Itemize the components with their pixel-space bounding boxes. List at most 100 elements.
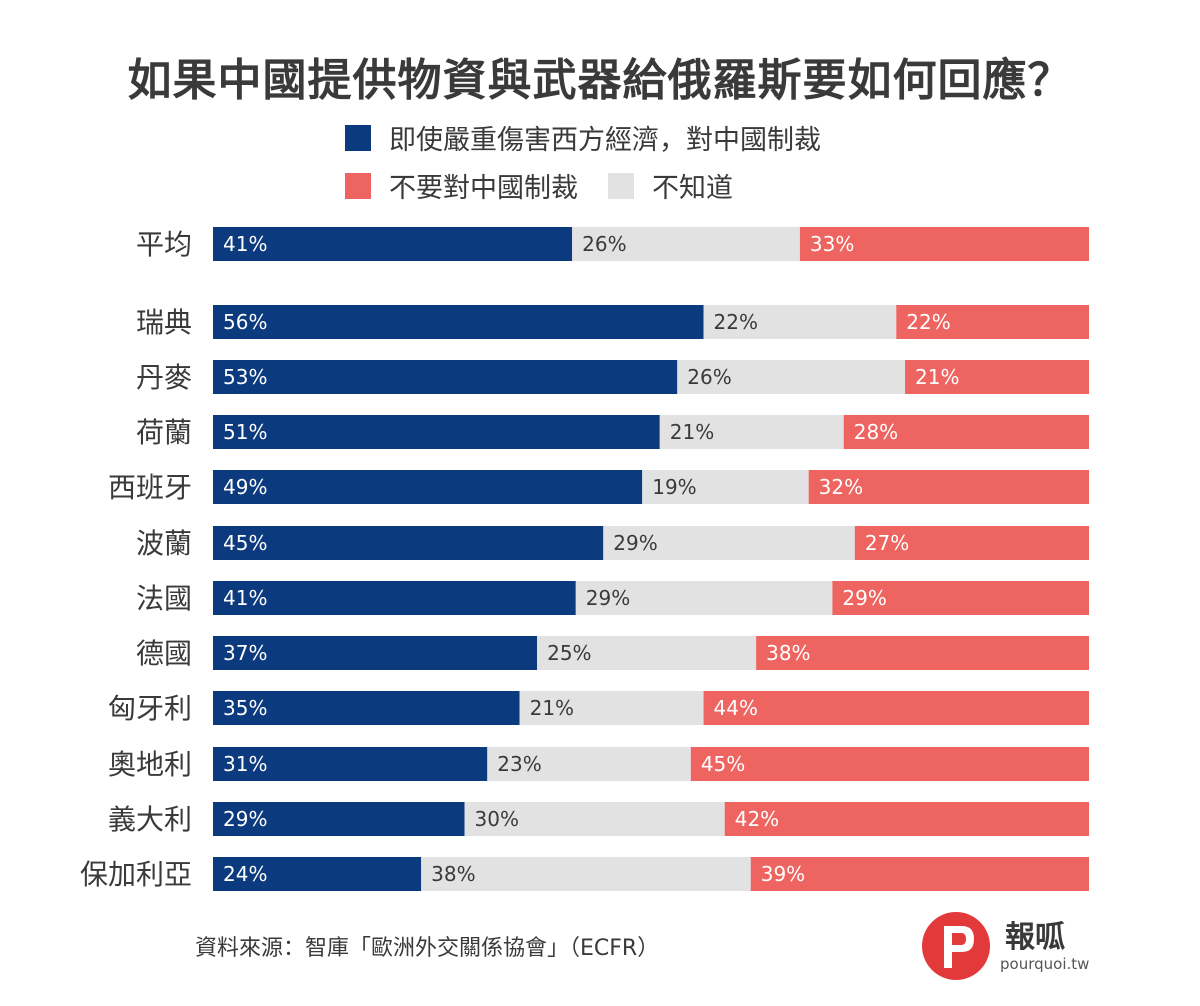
data-label-dont-know: 30%: [475, 807, 519, 831]
data-label-sanction: 53%: [223, 365, 267, 389]
data-label-no-sanction: 42%: [735, 807, 779, 831]
data-label-dont-know: 22%: [714, 310, 758, 334]
bar-dont-know: [642, 470, 809, 504]
bar-dont-know: [677, 360, 906, 394]
legend-row-2: 不要對中國制裁 不知道: [345, 166, 763, 205]
legend-label-dont-know: 不知道: [652, 173, 733, 204]
bar-no-sanction: [896, 305, 1089, 339]
pourquoi-logo-icon: [922, 912, 990, 980]
data-label-sanction: 49%: [223, 475, 267, 499]
data-label-no-sanction: 22%: [906, 310, 950, 334]
bar-no-sanction: [799, 227, 1089, 261]
row-label: 瑞典: [136, 306, 192, 339]
chart-title: 如果中國提供物資與武器給俄羅斯要如何回應？: [127, 55, 1073, 106]
data-label-dont-know: 19%: [652, 475, 696, 499]
data-label-dont-know: 25%: [547, 641, 591, 665]
data-label-no-sanction: 39%: [761, 862, 805, 886]
data-label-no-sanction: 29%: [842, 586, 886, 610]
data-label-dont-know: 23%: [497, 752, 541, 776]
row-label: 匈牙利: [108, 692, 192, 725]
bar-sanction: [213, 747, 488, 781]
data-label-dont-know: 29%: [613, 531, 657, 555]
data-label-no-sanction: 28%: [854, 420, 898, 444]
legend-label-sanction: 即使嚴重傷害西方經濟，對中國制裁: [389, 125, 821, 156]
bar-no-sanction: [832, 581, 1089, 615]
logo-name: 報呱: [1005, 920, 1065, 955]
data-label-dont-know: 38%: [431, 862, 475, 886]
bar-dont-know: [537, 636, 757, 670]
data-label-sanction: 45%: [223, 531, 267, 555]
bar-no-sanction: [756, 636, 1089, 670]
bar-sanction: [213, 305, 704, 339]
data-label-dont-know: 21%: [530, 696, 574, 720]
bar-sanction: [213, 802, 465, 836]
row-label: 西班牙: [108, 471, 192, 504]
bar-no-sanction: [703, 691, 1089, 725]
bar-no-sanction: [808, 470, 1089, 504]
row-label: 德國: [136, 637, 192, 670]
bar-dont-know: [421, 857, 751, 891]
data-label-no-sanction: 45%: [701, 752, 745, 776]
bar-sanction: [213, 636, 538, 670]
data-label-no-sanction: 38%: [766, 641, 810, 665]
bar-sanction: [213, 691, 520, 725]
bar-sanction: [213, 415, 660, 449]
bar-sanction: [213, 581, 576, 615]
bar-no-sanction: [690, 747, 1089, 781]
data-label-no-sanction: 33%: [810, 232, 854, 256]
row-label: 波蘭: [136, 527, 192, 560]
logo-url: pourquoi.tw: [1000, 955, 1090, 973]
bar-no-sanction: [854, 526, 1089, 560]
row-label: 平均: [136, 228, 192, 261]
bar-dont-know: [519, 691, 704, 725]
data-label-no-sanction: 27%: [865, 531, 909, 555]
row-label: 法國: [136, 582, 192, 615]
legend-item-no-sanction: 不要對中國制裁: [345, 166, 578, 205]
bar-dont-know: [464, 802, 725, 836]
legend-row-1: 即使嚴重傷害西方經濟，對中國制裁: [345, 118, 851, 157]
data-label-sanction: 24%: [223, 862, 267, 886]
bar-dont-know: [575, 581, 833, 615]
bar-dont-know: [487, 747, 691, 781]
row-label: 義大利: [108, 803, 192, 836]
data-label-dont-know: 26%: [582, 232, 626, 256]
legend-item-dont-know: 不知道: [608, 166, 733, 205]
data-label-no-sanction: 44%: [714, 696, 758, 720]
data-label-dont-know: 21%: [670, 420, 714, 444]
source-note: 資料來源：智庫「歐洲外交關係協會」（ECFR）: [195, 936, 660, 961]
bar-sanction: [213, 227, 573, 261]
bar-sanction: [213, 857, 422, 891]
bar-no-sanction: [724, 802, 1089, 836]
data-label-sanction: 51%: [223, 420, 267, 444]
row-label: 奧地利: [108, 748, 192, 781]
data-label-dont-know: 29%: [586, 586, 630, 610]
data-label-sanction: 29%: [223, 807, 267, 831]
data-label-dont-know: 26%: [687, 365, 731, 389]
bar-sanction: [213, 526, 604, 560]
data-label-sanction: 41%: [223, 586, 267, 610]
legend-swatch-sanction: [345, 124, 371, 151]
data-label-sanction: 31%: [223, 752, 267, 776]
bar-no-sanction: [905, 360, 1089, 394]
bar-sanction: [213, 360, 678, 394]
data-label-no-sanction: 21%: [915, 365, 959, 389]
data-label-sanction: 37%: [223, 641, 267, 665]
bar-dont-know: [703, 305, 897, 339]
bar-dont-know: [572, 227, 800, 261]
bar-dont-know: [659, 415, 844, 449]
bar-sanction: [213, 470, 643, 504]
row-label: 丹麥: [136, 361, 192, 394]
data-label-sanction: 41%: [223, 232, 267, 256]
data-label-no-sanction: 32%: [819, 475, 863, 499]
row-label: 荷蘭: [136, 416, 192, 449]
legend-swatch-dont-know: [608, 172, 634, 199]
legend-label-no-sanction: 不要對中國制裁: [389, 173, 578, 204]
bar-no-sanction: [750, 857, 1089, 891]
bar-no-sanction: [843, 415, 1089, 449]
data-label-sanction: 35%: [223, 696, 267, 720]
legend-swatch-no-sanction: [345, 172, 371, 199]
bar-dont-know: [603, 526, 855, 560]
data-label-sanction: 56%: [223, 310, 267, 334]
row-label: 保加利亞: [80, 858, 192, 891]
